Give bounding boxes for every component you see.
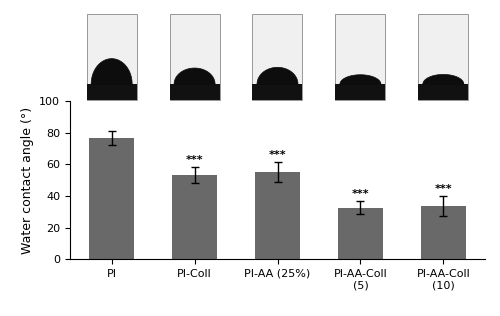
- Text: ***: ***: [352, 189, 369, 199]
- Bar: [338, 208, 383, 259]
- Y-axis label: Water contact angle (°): Water contact angle (°): [20, 106, 34, 254]
- Bar: [254, 172, 300, 259]
- Text: ***: ***: [434, 184, 452, 193]
- Bar: [89, 138, 134, 259]
- Text: ***: ***: [186, 155, 204, 165]
- Text: ***: ***: [268, 149, 286, 160]
- Bar: [172, 175, 218, 259]
- Bar: [420, 206, 466, 259]
